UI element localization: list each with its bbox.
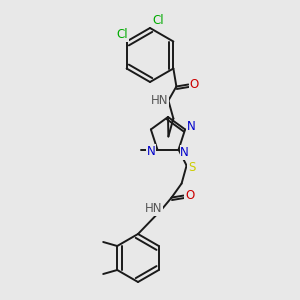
Text: O: O — [185, 189, 194, 202]
Text: HN: HN — [145, 202, 162, 215]
Text: O: O — [190, 78, 199, 91]
Text: N: N — [180, 146, 189, 159]
Text: HN: HN — [151, 94, 168, 107]
Text: Cl: Cl — [117, 28, 128, 41]
Text: N: N — [187, 120, 196, 133]
Text: Cl: Cl — [152, 14, 164, 28]
Text: S: S — [188, 161, 195, 174]
Text: N: N — [147, 145, 156, 158]
